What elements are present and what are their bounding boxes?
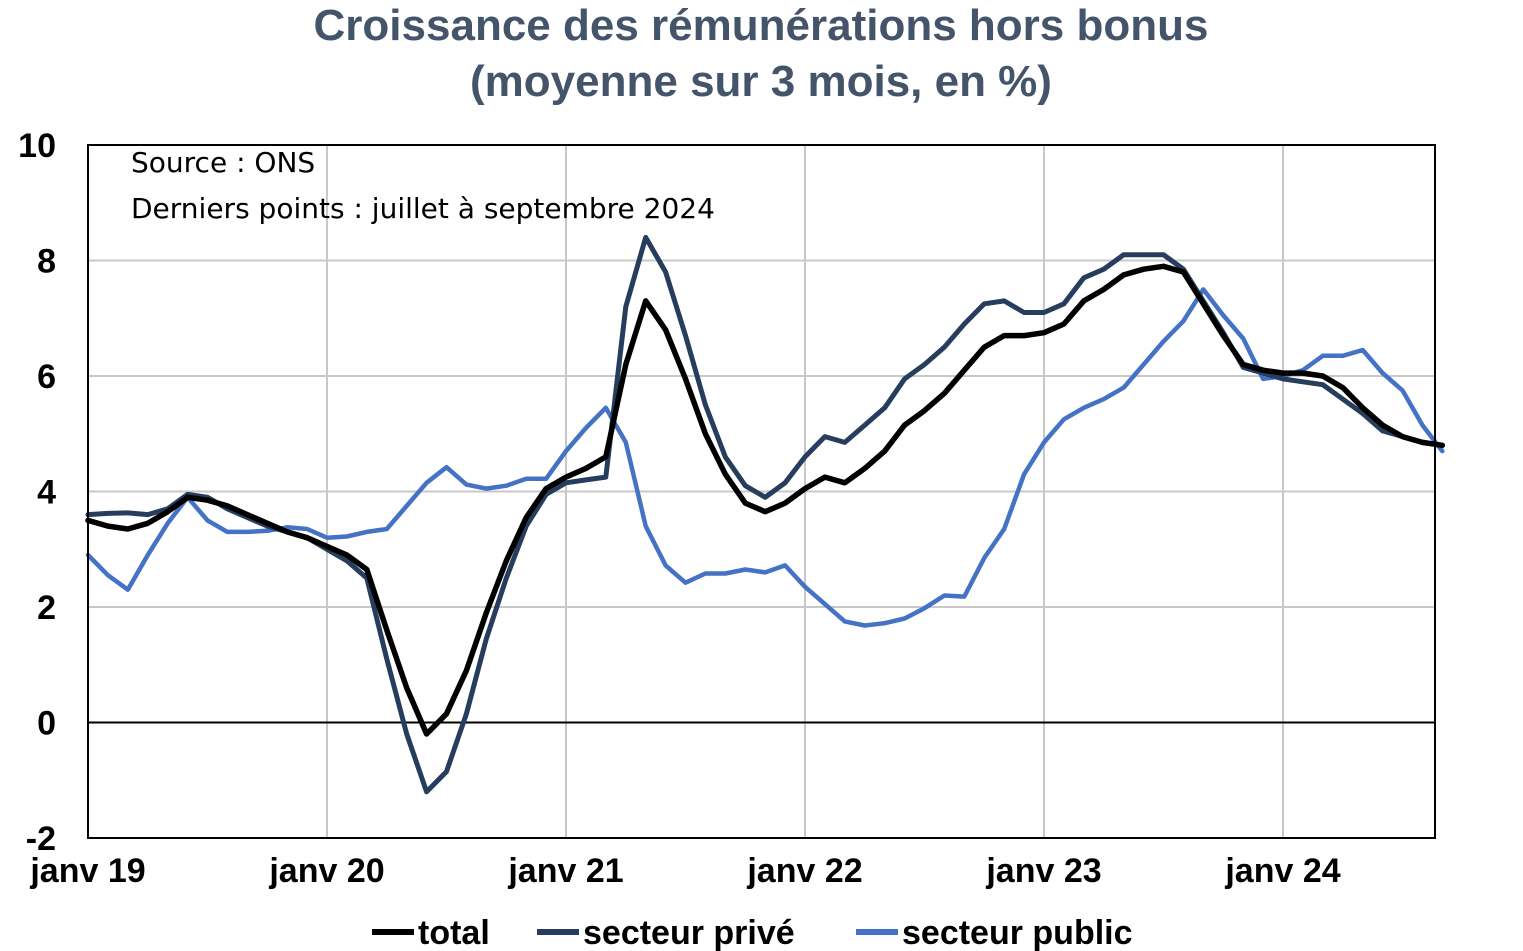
source-annotation: Source : ONS: [131, 146, 315, 179]
y-tick-label: 10: [18, 127, 56, 165]
x-tick-label: janv 21: [507, 852, 623, 890]
y-tick-label: 8: [37, 243, 56, 281]
legend-label: secteur public: [902, 914, 1133, 951]
legend-label: total: [418, 914, 490, 951]
series-line-2: [85, 287, 1445, 628]
chart-title: Croissance des rémunérations hors bonus: [314, 1, 1209, 50]
last-points-annotation: Derniers points : juillet à septembre 20…: [131, 192, 715, 225]
series-line-0: [85, 263, 1446, 737]
grid: [88, 145, 1435, 838]
x-tick-label: janv 20: [268, 852, 384, 890]
y-tick-label: 4: [37, 474, 56, 512]
legend: total secteur privé secteur public: [372, 914, 1133, 951]
plot-frame: [87, 144, 1436, 839]
series-line-1: [85, 234, 1445, 795]
chart-subtitle: (moyenne sur 3 mois, en %): [470, 57, 1052, 106]
y-tick-label: -2: [26, 820, 56, 858]
y-tick-label: 0: [37, 705, 56, 743]
x-tick-label: janv 19: [29, 852, 145, 890]
series-group: [85, 234, 1446, 795]
x-tick-label: janv 22: [746, 852, 862, 890]
x-tick-label: janv 24: [1224, 852, 1340, 890]
y-tick-label: 6: [37, 358, 56, 396]
legend-label: secteur privé: [583, 914, 795, 951]
y-tick-label: 2: [37, 589, 56, 627]
axes: -2 0 2 4 6 8 10 janv 19 janv 20 janv 21 janv 22 jan…: [18, 127, 1435, 890]
x-tick-label: janv 23: [985, 852, 1101, 890]
